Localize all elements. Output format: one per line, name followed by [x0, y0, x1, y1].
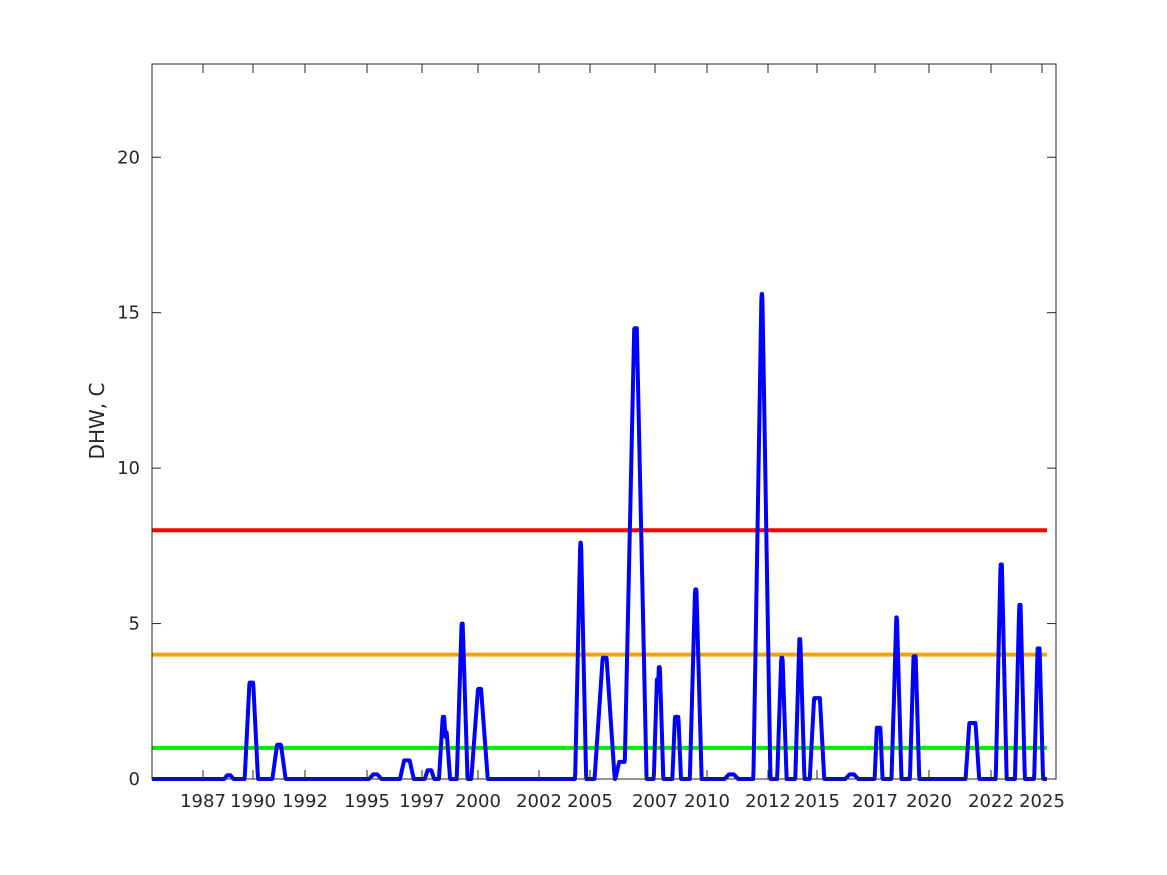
- x-tick-label: 2005: [567, 791, 613, 812]
- x-axis-ticks: 1987 1990 1992 1995 1997 2000 2002 2005 2007 2010…: [180, 64, 1065, 812]
- x-tick-label: 2017: [852, 791, 898, 812]
- x-tick-label: 1990: [230, 791, 276, 812]
- y-tick-label: 5: [129, 614, 140, 635]
- x-tick-label: 1997: [399, 791, 445, 812]
- x-tick-label: 1992: [282, 791, 328, 812]
- x-tick-label: 2020: [906, 791, 952, 812]
- x-tick-label: 2000: [455, 791, 501, 812]
- x-tick-label: 2012: [745, 791, 791, 812]
- x-tick-label: 2002: [516, 791, 562, 812]
- x-tick-label: 1995: [344, 791, 390, 812]
- y-tick-label: 10: [117, 458, 140, 479]
- y-tick-label: 20: [117, 147, 140, 168]
- y-tick-label: 15: [117, 303, 140, 324]
- y-axis-ticks: 0 5 10 15 20: [117, 147, 1056, 790]
- y-axis-label: DHW, C: [85, 383, 109, 460]
- x-tick-label: 1987: [180, 791, 226, 812]
- x-tick-label: 2015: [794, 791, 840, 812]
- x-tick-label: 2007: [632, 791, 678, 812]
- x-tick-label: 2022: [968, 791, 1014, 812]
- x-tick-label: 2025: [1019, 791, 1065, 812]
- plot-area-frame: [151, 63, 1057, 780]
- y-tick-label: 0: [129, 769, 140, 790]
- x-tick-label: 2010: [684, 791, 730, 812]
